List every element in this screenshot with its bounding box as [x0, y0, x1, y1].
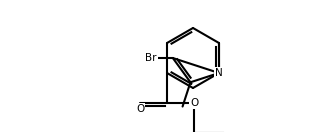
Text: O: O	[190, 98, 198, 108]
Text: N: N	[215, 68, 223, 78]
Text: N: N	[215, 68, 223, 78]
Text: O: O	[136, 104, 144, 114]
Text: Br: Br	[145, 53, 156, 63]
